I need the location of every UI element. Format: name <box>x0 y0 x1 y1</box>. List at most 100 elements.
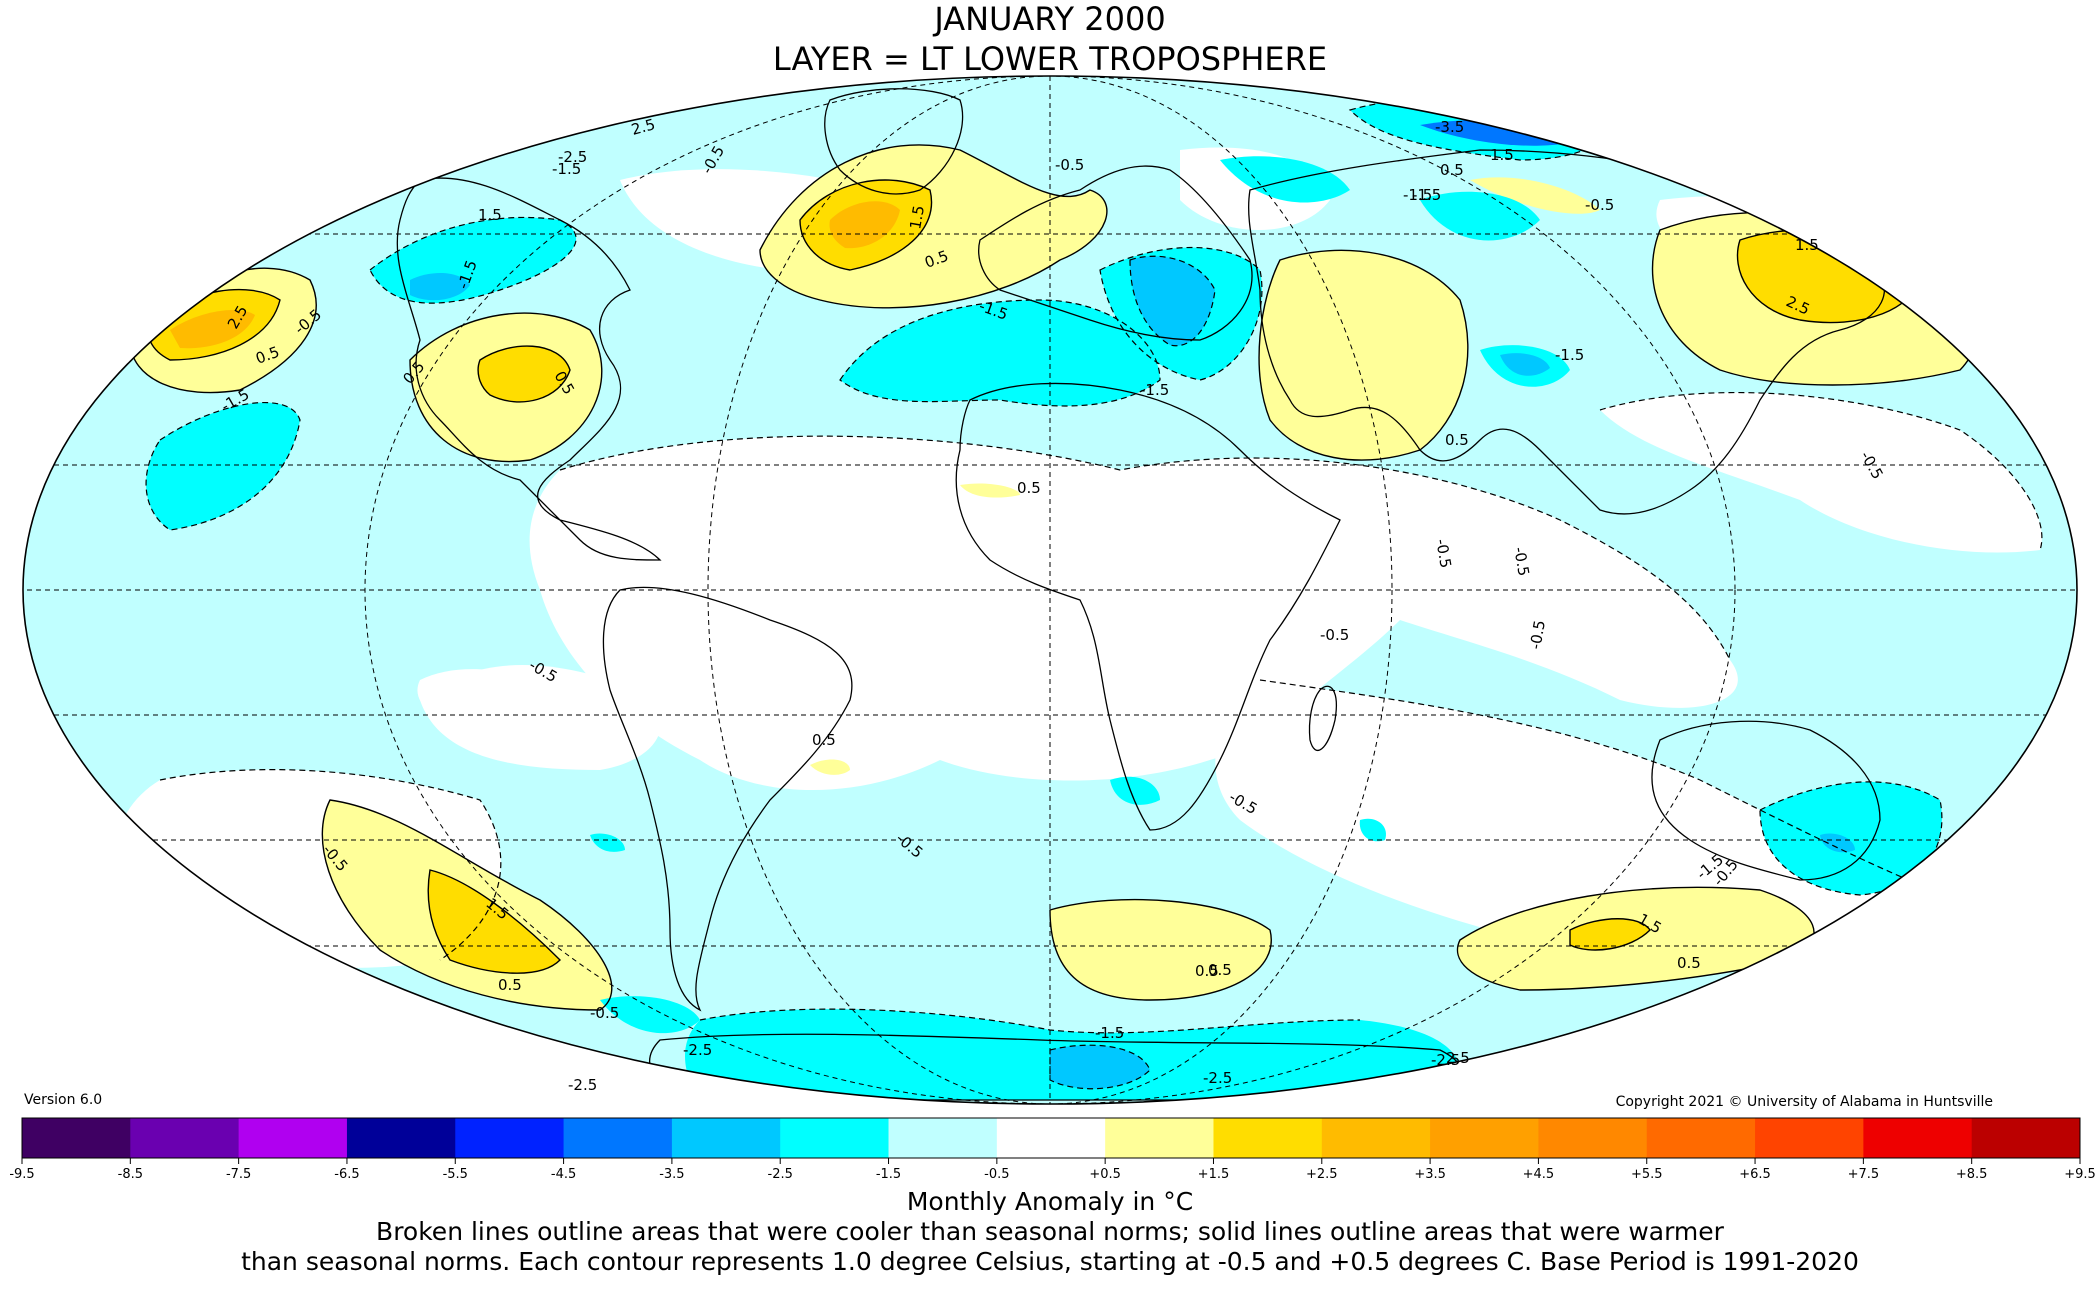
region-near-normal <box>417 669 560 733</box>
contour-warm <box>477 345 571 403</box>
colorbar-label: Monthly Anomaly in °C <box>906 1187 1194 1216</box>
region-cool-strong <box>150 125 300 157</box>
contour-warm <box>759 144 1108 309</box>
contour-label: -1.5 <box>1403 186 1432 204</box>
colorbar-swatch <box>1105 1118 1214 1158</box>
contour-label: 2.5 <box>1446 1049 1470 1067</box>
contour-label: 2.5 <box>629 115 657 139</box>
contour-label: 0.5 <box>1195 962 1219 980</box>
coastline-greenland <box>824 88 964 195</box>
region-warm-strong <box>428 870 560 974</box>
contour-label: 1.5 <box>1795 236 1819 254</box>
region-near-normal <box>1600 392 2042 553</box>
contour-label: -3.5 <box>1435 118 1464 136</box>
colorbar-swatch <box>130 1118 240 1158</box>
contour-label: -2.5 <box>683 1041 712 1059</box>
contour-label: -0.5 <box>1320 626 1349 644</box>
colorbar-frame <box>21 1117 2081 1159</box>
region-warm <box>1259 250 1468 460</box>
colorbar-swatch <box>1971 1118 2081 1158</box>
colorbar-swatch <box>22 1118 131 1158</box>
colorbar-tick-label: +6.5 <box>1739 1167 1771 1182</box>
coastline-south-america <box>602 586 853 1012</box>
contour-label: -1.5 <box>1095 1024 1124 1042</box>
colorbar-swatch <box>346 1118 456 1158</box>
coastline-north-america <box>396 177 662 561</box>
region-warm <box>810 759 850 775</box>
contour-cool <box>369 216 577 304</box>
contour-label: -0.5 <box>1432 538 1455 570</box>
contour-cool <box>1259 679 1961 901</box>
contour-label: -1.5 <box>1412 186 1441 204</box>
contour-warm <box>409 312 603 463</box>
colorbar-swatch <box>1538 1118 1648 1158</box>
region-cool-strong <box>1130 256 1215 346</box>
colorbar-tick-label: -4.5 <box>551 1167 576 1182</box>
contour-label: -1.5 <box>1555 346 1584 364</box>
colorbar-swatch <box>1646 1118 1756 1158</box>
contour-label: -0.5 <box>1585 196 1614 214</box>
contour-label: 0.5 <box>812 731 836 749</box>
region-cool-strong <box>1500 353 1550 376</box>
colorbar-tick-label: +9.5 <box>2064 1167 2096 1182</box>
contour-warm <box>427 869 561 974</box>
contour-label: -0.5 <box>1055 156 1084 174</box>
contour-label: -2.5 <box>1203 1069 1232 1087</box>
region-warm <box>1050 899 1272 1000</box>
copyright-notice: Copyright 2021 © University of Alabama i… <box>1615 1094 1993 1110</box>
map-title: JANUARY 2000 <box>934 0 1166 38</box>
region-cool <box>1760 781 1942 895</box>
colorbar: -9.5 -8.5 -7.5 -6.5 -5.5 -4.5 -3.5 -2.5 -1.5 -0.5… <box>9 1117 2096 1182</box>
contour-cool <box>559 435 1731 661</box>
contour-label: -2.5 <box>558 148 587 166</box>
region-cool <box>840 300 1160 406</box>
region-warm-strong <box>1570 918 1650 950</box>
colorbar-swatch <box>996 1118 1106 1158</box>
colorbar-swatch <box>671 1118 781 1158</box>
contour-cool <box>159 769 502 961</box>
contour-label: 1.5 <box>478 206 502 224</box>
contour-cool <box>145 402 301 531</box>
region-cool <box>1420 191 1540 241</box>
colorbar-swatch <box>1755 1118 1864 1158</box>
colorbar-tick-label: +0.5 <box>1089 1167 1121 1182</box>
contour-cool <box>1099 246 1263 381</box>
region-warm <box>1470 177 1600 214</box>
colorbar-tick-label: +8.5 <box>1956 1167 1988 1182</box>
colorbar-tick-label: -3.5 <box>659 1167 684 1182</box>
contour-warm <box>799 179 933 271</box>
region-cool-strong <box>1050 1045 1150 1089</box>
region-warm-stronger <box>170 310 255 349</box>
colorbar-tick-label: -0.5 <box>984 1167 1009 1182</box>
contour-label: 0.5 <box>1445 431 1469 449</box>
region-warm <box>960 483 1020 498</box>
explanation-line-1: Broken lines outline areas that were coo… <box>376 1217 1724 1246</box>
colorbar-tick-label: +4.5 <box>1523 1167 1555 1182</box>
contour-warm <box>1049 898 1272 1001</box>
contour-label: 0.5 <box>1208 961 1232 979</box>
contour-label: -2.5 <box>1431 1051 1460 1069</box>
region-cool <box>600 996 700 1034</box>
contour-cool <box>1129 255 1216 347</box>
contour-label: 0.5 <box>1440 161 1464 179</box>
colorbar-swatch <box>780 1118 890 1158</box>
contour-label: 0.5 <box>1677 954 1701 972</box>
colorbar-swatch <box>888 1118 998 1158</box>
contour-label: -1.5 <box>1140 381 1169 399</box>
region-warm-stronger <box>829 201 900 249</box>
contour-label: -2.5 <box>568 1076 597 1094</box>
region-cool-strong <box>410 273 470 301</box>
region-cool <box>399 101 580 140</box>
coastline-new-zealand <box>1958 875 1977 906</box>
colorbar-tick-label: +7.5 <box>1848 1167 1880 1182</box>
colorbar-swatch <box>1863 1118 1973 1158</box>
explanation-line-2: than seasonal norms. Each contour repres… <box>241 1247 1859 1276</box>
colorbar-tick-label: +2.5 <box>1306 1167 1338 1182</box>
colorbar-swatch <box>1430 1118 1539 1158</box>
contour-label: -0.5 <box>590 1004 619 1022</box>
region-cool <box>590 833 625 852</box>
colorbar-tick-label: -5.5 <box>443 1167 468 1182</box>
colorbar-swatch <box>563 1118 673 1158</box>
region-cool <box>1110 776 1160 805</box>
